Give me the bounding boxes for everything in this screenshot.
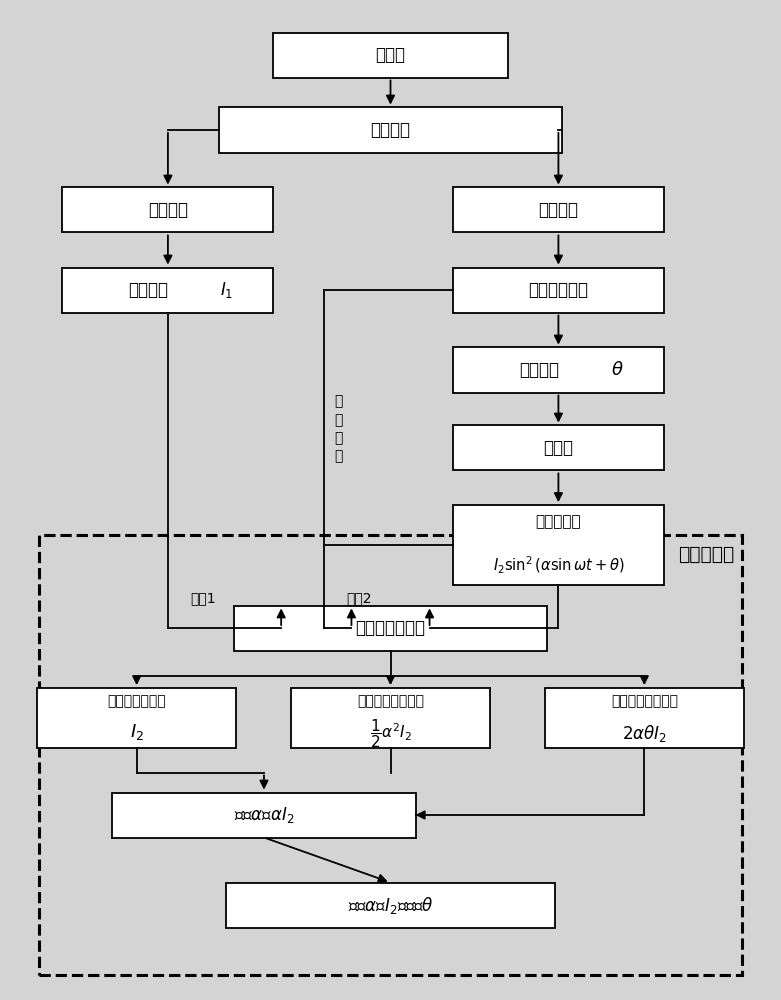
FancyBboxPatch shape [545, 688, 744, 748]
Text: $\theta$: $\theta$ [611, 361, 623, 379]
Text: 提取一次谐波信号: 提取一次谐波信号 [611, 694, 678, 708]
Text: 第二光束: 第二光束 [538, 201, 579, 219]
Text: 计算$\alpha$及$\alpha I_2$: 计算$\alpha$及$\alpha I_2$ [234, 805, 294, 825]
Text: 待测信号: 待测信号 [519, 361, 559, 379]
Text: 锁相放大器接口: 锁相放大器接口 [355, 619, 426, 637]
Text: 参
考
信
号: 参 考 信 号 [334, 394, 342, 464]
Text: 第一光束: 第一光束 [148, 201, 188, 219]
FancyBboxPatch shape [219, 107, 562, 152]
FancyBboxPatch shape [226, 882, 555, 928]
Text: $2\alpha\theta I_2$: $2\alpha\theta I_2$ [622, 722, 667, 744]
Text: 计算入射光光强: 计算入射光光强 [107, 694, 166, 708]
Text: 输入2: 输入2 [347, 591, 372, 605]
Text: 待解调信号: 待解调信号 [536, 514, 581, 529]
FancyBboxPatch shape [453, 187, 664, 232]
Text: 法拉第调制器: 法拉第调制器 [529, 281, 588, 299]
Text: 激光器: 激光器 [376, 46, 405, 64]
Text: 检偏器: 检偏器 [544, 439, 573, 457]
Text: 入射光强: 入射光强 [128, 281, 169, 299]
FancyBboxPatch shape [453, 267, 664, 312]
FancyBboxPatch shape [453, 425, 664, 470]
FancyBboxPatch shape [62, 187, 273, 232]
Text: 输入1: 输入1 [191, 591, 216, 605]
Text: 分光棱镜: 分光棱镜 [370, 121, 411, 139]
FancyBboxPatch shape [112, 792, 416, 838]
FancyBboxPatch shape [273, 32, 508, 78]
Text: $I_1$: $I_1$ [219, 280, 234, 300]
Text: $\dfrac{1}{2}\alpha^2 I_2$: $\dfrac{1}{2}\alpha^2 I_2$ [369, 718, 412, 750]
Text: 提取二次谐波信号: 提取二次谐波信号 [357, 694, 424, 708]
Text: $I_2\sin^2(\alpha\sin\omega t+\theta)$: $I_2\sin^2(\alpha\sin\omega t+\theta)$ [493, 554, 624, 576]
FancyBboxPatch shape [62, 267, 273, 312]
FancyBboxPatch shape [453, 505, 664, 585]
FancyBboxPatch shape [37, 688, 236, 748]
Text: 数字处理器: 数字处理器 [678, 545, 734, 564]
Text: $I_2$: $I_2$ [130, 722, 144, 742]
FancyBboxPatch shape [234, 606, 547, 650]
FancyBboxPatch shape [291, 688, 490, 748]
Text: 消去$\alpha$、$I_2$，求得$\theta$: 消去$\alpha$、$I_2$，求得$\theta$ [348, 894, 433, 916]
FancyBboxPatch shape [453, 347, 664, 392]
